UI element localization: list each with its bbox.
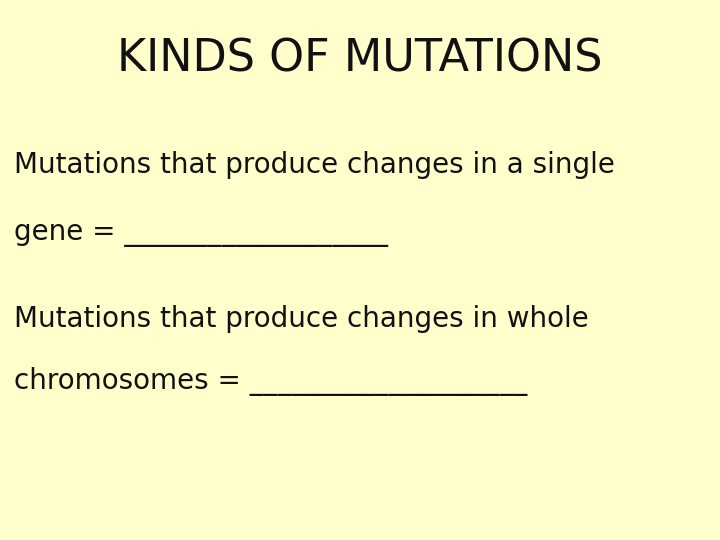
Text: Mutations that produce changes in a single: Mutations that produce changes in a sing… [14, 151, 616, 179]
Text: Mutations that produce changes in whole: Mutations that produce changes in whole [14, 305, 589, 333]
Text: chromosomes = ____________________: chromosomes = ____________________ [14, 367, 528, 396]
Text: KINDS OF MUTATIONS: KINDS OF MUTATIONS [117, 38, 603, 81]
Text: gene = ___________________: gene = ___________________ [14, 219, 388, 247]
